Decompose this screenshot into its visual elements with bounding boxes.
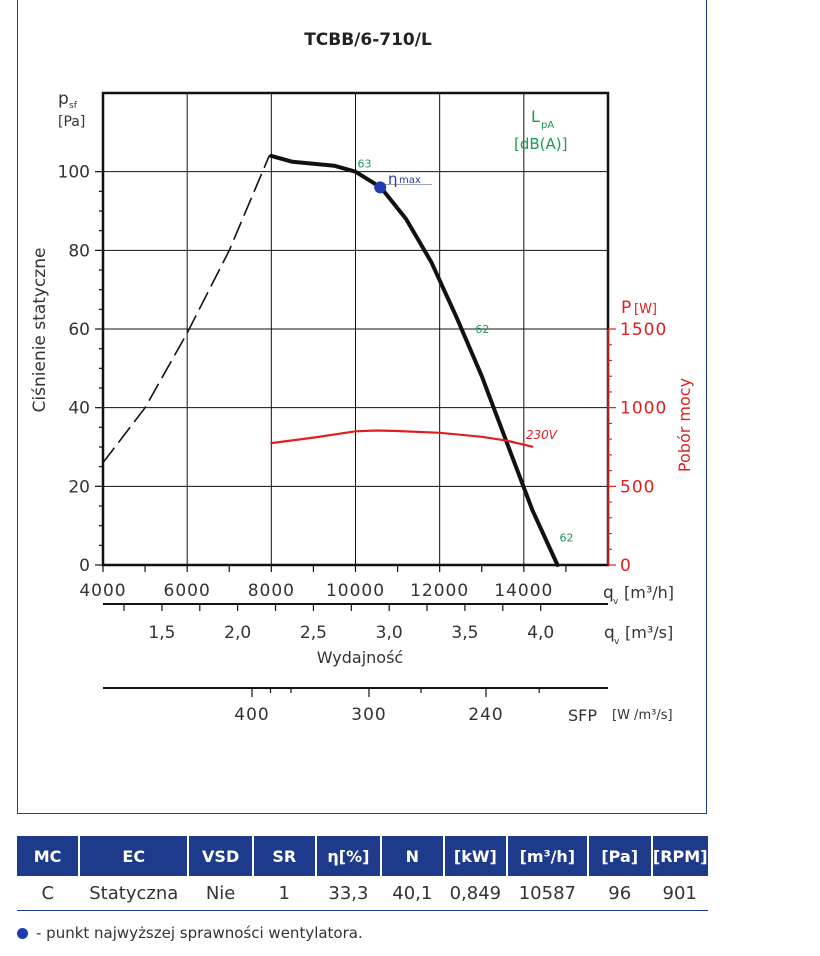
performance-chart: TCBB/6-710/L 63 62 62 230V 0 20 40 60 80 100 400… bbox=[30, 30, 694, 725]
sfp-axis-unit: [W /m³/s] bbox=[612, 708, 673, 723]
annotation-label: 63 bbox=[358, 158, 372, 171]
y-tick-label: 60 bbox=[68, 320, 90, 340]
cell-ec: Statyczna bbox=[79, 876, 189, 911]
x-axis-symbol: q bbox=[603, 583, 614, 603]
annotation-label: 62 bbox=[475, 323, 489, 336]
cell-mc: C bbox=[17, 876, 80, 911]
table-header-row: MC EC VSD SR η[%] N [kW] [m³/h] [Pa] [RP… bbox=[17, 836, 708, 876]
legend-text: - punkt najwyższej sprawności wentylator… bbox=[36, 924, 363, 942]
header-mc: MC bbox=[17, 836, 81, 876]
ms-tick-label: 2,5 bbox=[300, 623, 327, 643]
power-tick-label: 1500 bbox=[620, 320, 667, 340]
ms-tick-label: 2,0 bbox=[224, 623, 251, 643]
y-axis-label: Ciśnienie statyczne bbox=[30, 248, 50, 413]
cell-m3h: 10587 bbox=[507, 876, 589, 911]
chart-title: TCBB/6-710/L bbox=[304, 30, 432, 50]
ms-tick-label: 3,0 bbox=[376, 623, 403, 643]
header-eta: η[%] bbox=[315, 836, 383, 876]
y-tick-label: 40 bbox=[68, 399, 90, 419]
power-axis-unit: [W] bbox=[634, 302, 657, 317]
header-m3h: [m³/h] bbox=[507, 836, 589, 876]
cell-pa: 96 bbox=[587, 876, 653, 911]
sfp-tick-label: 400 bbox=[234, 705, 269, 725]
annotation-label: 62 bbox=[560, 531, 574, 544]
eta-max-marker bbox=[374, 181, 387, 194]
power-axis-label: Pobór mocy bbox=[675, 378, 694, 472]
power-axis-symbol: P bbox=[621, 298, 631, 318]
header-sr: SR bbox=[252, 836, 317, 876]
noise-unit: [dB(A)] bbox=[514, 135, 567, 153]
x-tick-label: 14000 bbox=[494, 581, 553, 601]
ms-axis-symbol-sub: v bbox=[614, 637, 620, 647]
eta-max-label: η bbox=[388, 170, 398, 188]
cell-vsd: Nie bbox=[188, 876, 254, 911]
x-tick-label: 12000 bbox=[410, 581, 469, 601]
x-tick-label: 6000 bbox=[164, 581, 211, 601]
ms-tick-label: 3,5 bbox=[451, 623, 478, 643]
power-tick-label: 1000 bbox=[620, 399, 667, 419]
table-row: C Statyczna Nie 1 33,3 40,1 0,849 10587 … bbox=[17, 876, 708, 911]
header-ec: EC bbox=[79, 836, 190, 876]
x-axis-symbol-sub: v bbox=[613, 597, 619, 607]
ms-axis-symbol: q bbox=[604, 623, 615, 643]
y-axis-unit: [Pa] bbox=[58, 114, 85, 130]
y-axis-symbol-sub: sf bbox=[69, 101, 78, 111]
header-pa: [Pa] bbox=[587, 836, 653, 876]
chart-frame bbox=[17, 0, 707, 814]
power-axis: 0 500 1000 1500 bbox=[607, 320, 667, 576]
eta-max-dot-icon bbox=[17, 927, 28, 939]
cell-n: 40,1 bbox=[381, 876, 445, 911]
secondary-axis-ms: 1,5 2,0 2,5 3,0 3,5 4,0 bbox=[103, 603, 608, 643]
secondary-axis-sfp: 400 300 240 bbox=[103, 687, 608, 725]
cell-kw: 0,849 bbox=[443, 876, 508, 911]
header-n: N bbox=[381, 836, 445, 876]
header-kw: [kW] bbox=[443, 836, 509, 876]
y-tick-label: 100 bbox=[58, 163, 90, 183]
pressure-curve bbox=[269, 153, 560, 567]
spec-table: MC EC VSD SR η[%] N [kW] [m³/h] [Pa] [RP… bbox=[17, 836, 708, 911]
stall-curve bbox=[102, 155, 270, 464]
cell-rpm: 901 bbox=[651, 876, 708, 911]
y-tick-label: 0 bbox=[79, 556, 90, 576]
power-tick-label: 500 bbox=[620, 477, 655, 497]
noise-symbol: L bbox=[531, 107, 540, 126]
header-vsd: VSD bbox=[188, 836, 254, 876]
ms-axis-unit: [m³/s] bbox=[625, 623, 673, 642]
annotation-label: 230V bbox=[526, 428, 558, 442]
x-tick-label: 4000 bbox=[79, 581, 126, 601]
sfp-tick-label: 300 bbox=[351, 705, 386, 725]
x-axis-unit: [m³/h] bbox=[624, 583, 674, 602]
curves: 63 62 62 230V bbox=[102, 153, 574, 567]
power-tick-label: 0 bbox=[620, 556, 632, 576]
y-axis: 0 20 40 60 80 100 bbox=[58, 163, 103, 576]
cell-sr: 1 bbox=[252, 876, 317, 911]
x-axis: 4000 6000 8000 10000 12000 14000 bbox=[79, 565, 567, 601]
x-tick-label: 10000 bbox=[326, 581, 385, 601]
ms-tick-label: 4,0 bbox=[527, 623, 554, 643]
grid bbox=[101, 91, 610, 567]
noise-symbol-sub: pA bbox=[541, 120, 554, 131]
cell-eta: 33,3 bbox=[315, 876, 382, 911]
header-rpm: [RPM] bbox=[651, 836, 708, 876]
y-tick-label: 80 bbox=[68, 241, 90, 261]
y-tick-label: 20 bbox=[68, 477, 90, 497]
eta-max-sub: max bbox=[399, 175, 421, 186]
ms-tick-label: 1,5 bbox=[148, 623, 175, 643]
sfp-tick-label: 240 bbox=[468, 705, 503, 725]
legend: - punkt najwyższej sprawności wentylator… bbox=[17, 924, 363, 942]
x-tick-label: 8000 bbox=[248, 581, 295, 601]
y-axis-symbol: p bbox=[58, 89, 69, 109]
x-axis-label: Wydajność bbox=[317, 648, 403, 667]
power-curve bbox=[270, 429, 534, 448]
sfp-axis-label: SFP bbox=[568, 706, 597, 725]
